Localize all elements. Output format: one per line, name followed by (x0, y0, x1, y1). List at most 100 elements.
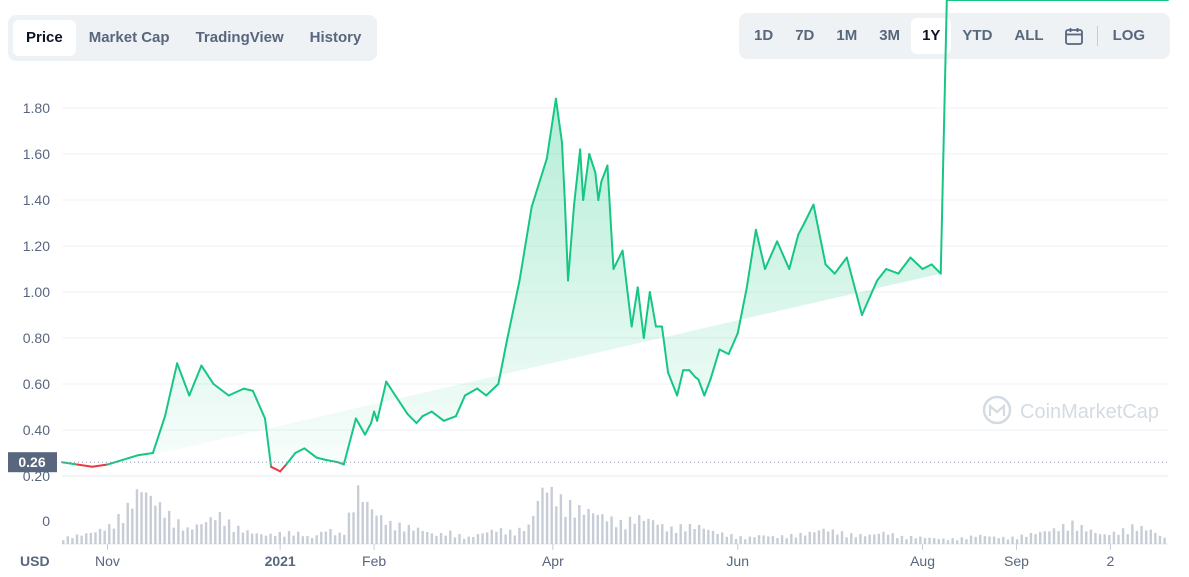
range-7d-button[interactable]: 7D (795, 27, 815, 44)
price-line-segment (151, 415, 167, 454)
price-line-segment (164, 362, 179, 418)
range-3m-button[interactable]: 3M (879, 27, 901, 44)
tab-tradingview[interactable]: TradingView (195, 29, 284, 46)
range-all-button[interactable]: ALL (1014, 27, 1044, 44)
volume-bar (937, 539, 940, 544)
volume-bar (757, 535, 761, 544)
volume-bar (568, 499, 572, 544)
chart-view-tabs: Price Market Cap TradingView History (8, 15, 377, 61)
price-line-segment (667, 371, 679, 397)
volume-bar (1038, 531, 1042, 544)
volume-bar (674, 532, 678, 544)
volume-bar (702, 528, 705, 544)
price-line-segment (845, 256, 863, 316)
volume-bar (720, 532, 724, 544)
price-line-segment (676, 369, 685, 397)
volume-bar (255, 533, 258, 544)
volume-bar (227, 519, 231, 544)
log-scale-button[interactable]: LOG (1112, 27, 1146, 44)
price-line-segment (876, 268, 888, 282)
volume-bar (803, 535, 807, 544)
volume-bar (734, 539, 738, 544)
price-line-segment (61, 461, 79, 466)
volume-bar (988, 536, 991, 544)
volume-bar (891, 533, 894, 544)
price-line-segment (415, 415, 424, 425)
y-tick-label: 1.00 (23, 284, 50, 300)
calendar-icon[interactable] (1055, 18, 1093, 54)
volume-bar (292, 535, 295, 544)
volume-bar (596, 514, 599, 544)
price-line-segment (285, 452, 297, 466)
volume-bar (121, 523, 125, 544)
volume-bar (352, 512, 355, 544)
volume-bar (960, 537, 964, 544)
tab-price[interactable]: Price (13, 20, 76, 56)
volume-bar (969, 535, 973, 544)
volume-bars (62, 485, 1166, 544)
price-line-segment (121, 454, 139, 461)
price-line-segment (897, 256, 912, 275)
volume-bar (1094, 532, 1097, 544)
x-tick-label: Sep (1004, 553, 1029, 569)
volume-bar (536, 500, 540, 544)
volume-bar (218, 512, 222, 544)
volume-bar (246, 530, 249, 544)
price-line-segment (264, 417, 273, 468)
volume-bar (624, 529, 627, 544)
volume-bar (610, 516, 613, 544)
volume-bar (140, 492, 143, 544)
volume-bar (250, 533, 254, 544)
volume-bar (1066, 530, 1070, 544)
volume-bar (181, 530, 185, 544)
volume-bar (103, 530, 106, 544)
price-line-segment (342, 417, 357, 466)
price-line-segment (212, 383, 230, 397)
volume-bar (1126, 534, 1129, 544)
volume-bar (845, 537, 848, 544)
price-line-segment (430, 410, 445, 422)
range-1y-button[interactable]: 1Y (911, 18, 952, 54)
x-tick-label: Jun (726, 553, 749, 569)
range-1m-button[interactable]: 1M (836, 27, 858, 44)
volume-bar (1135, 530, 1139, 544)
price-line-segment (242, 387, 254, 392)
price-line-segment (621, 249, 633, 328)
volume-bar (375, 515, 378, 544)
volume-bar (131, 508, 134, 544)
volume-bar (379, 515, 383, 544)
volume-bar (75, 534, 79, 544)
tab-market-cap[interactable]: Market Cap (88, 29, 170, 46)
volume-bar (149, 495, 152, 544)
price-line-segment (251, 389, 267, 420)
range-ytd-button[interactable]: YTD (962, 27, 993, 44)
price-line-segment (636, 286, 645, 339)
price-line-segment (506, 279, 521, 339)
volume-bar (651, 520, 655, 544)
volume-bar (287, 531, 291, 544)
price-line (61, 0, 1169, 473)
price-line-segment (406, 412, 418, 425)
volume-bar (117, 514, 120, 544)
price-line-segment (909, 256, 924, 270)
volume-bar (591, 513, 595, 544)
price-line-segment (91, 463, 109, 468)
volume-bar (158, 502, 162, 544)
x-axis-ticks: Nov 2021 Feb Apr Jun Aug Sep 2 (95, 544, 1115, 569)
volume-bar (946, 540, 950, 544)
volume-bar (204, 522, 208, 544)
tab-history[interactable]: History (309, 29, 362, 46)
price-line-segment (930, 263, 942, 275)
volume-bar (172, 527, 175, 544)
volume-bar (1057, 531, 1060, 544)
range-1d-button[interactable]: 1D (754, 27, 774, 44)
volume-bar (195, 524, 199, 544)
volume-bar (98, 528, 102, 544)
volume-bar (264, 535, 268, 544)
volume-bar (467, 536, 470, 544)
coinmarketcap-logo-icon (982, 395, 1012, 425)
volume-bar (1029, 532, 1033, 544)
volume-bar (573, 517, 576, 544)
price-line-segment (648, 291, 657, 328)
volume-bar (333, 535, 337, 544)
